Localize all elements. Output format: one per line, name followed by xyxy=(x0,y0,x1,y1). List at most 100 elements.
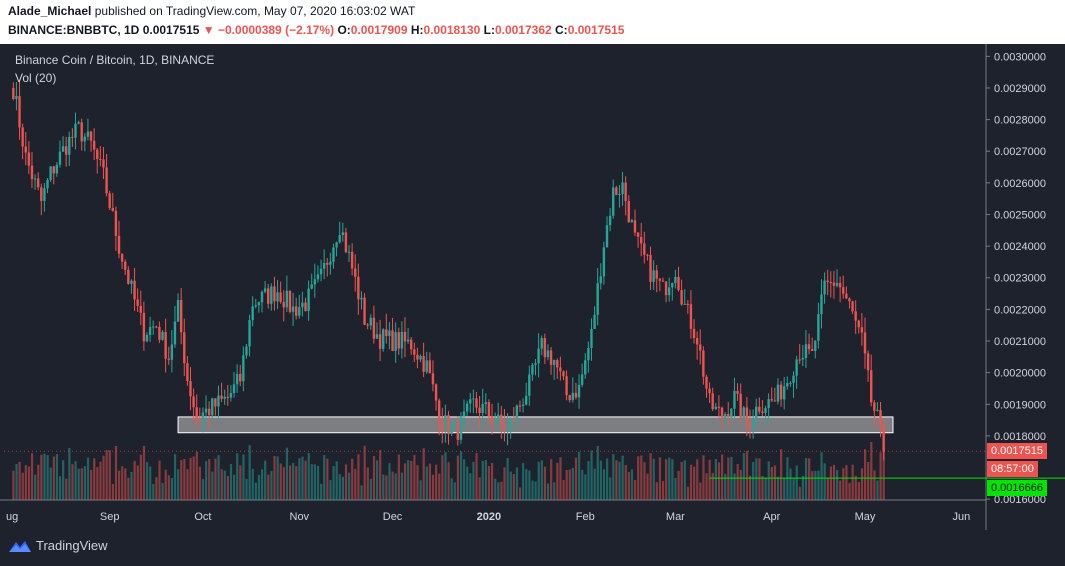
volume-bar xyxy=(618,461,621,500)
symbol-label: BINANCE:BNBBTC, 1D xyxy=(8,23,140,37)
candle-body xyxy=(612,187,615,216)
volume-bar xyxy=(646,473,649,500)
candle-body xyxy=(814,340,817,351)
volume-bar xyxy=(540,460,543,500)
volume-bar xyxy=(410,460,413,500)
volume-bar xyxy=(145,462,149,500)
volume-bar xyxy=(606,458,609,500)
volume-bar xyxy=(860,468,864,500)
candle-body xyxy=(192,396,195,408)
candle-body xyxy=(58,151,62,165)
candle-body xyxy=(860,327,864,333)
volume-bar xyxy=(854,475,857,500)
volume-bar xyxy=(192,456,195,500)
candle-body xyxy=(201,412,205,419)
candle-body xyxy=(211,398,214,416)
volume-bar xyxy=(609,477,612,500)
candle-body xyxy=(832,282,836,286)
candle-body xyxy=(111,208,114,211)
candle-body xyxy=(170,344,174,360)
volume-bar xyxy=(515,467,519,500)
candle-body xyxy=(307,288,310,312)
candle-body xyxy=(764,408,767,413)
volume-bar xyxy=(686,486,690,500)
volume-bar xyxy=(804,458,808,500)
volume-bar xyxy=(161,482,164,500)
candle-body xyxy=(329,261,332,265)
volume-bar xyxy=(83,466,87,500)
candle-body xyxy=(633,220,637,233)
volume-bar xyxy=(506,458,509,500)
candle-body xyxy=(851,301,854,312)
candle-body xyxy=(727,414,730,418)
candle-body xyxy=(179,299,183,333)
candle-body xyxy=(571,392,575,401)
tradingview-brand[interactable]: TradingView xyxy=(8,538,108,553)
volume-bar xyxy=(118,470,121,500)
candle-body xyxy=(428,360,432,374)
candle-body xyxy=(313,279,317,285)
volume-bar xyxy=(136,465,139,500)
candle-body xyxy=(344,232,348,253)
candle-body xyxy=(584,360,587,375)
volume-bar xyxy=(509,471,512,500)
close-label: C: xyxy=(555,23,568,37)
volume-bar xyxy=(58,476,62,500)
volume-bar xyxy=(167,475,170,500)
volume-bar xyxy=(304,460,307,500)
volume-bar xyxy=(484,460,487,500)
y-tick-label: 0.0019000 xyxy=(994,399,1046,411)
candle-body xyxy=(770,399,773,401)
candle-body xyxy=(515,405,519,421)
candle-body xyxy=(248,320,251,347)
candle-body xyxy=(108,193,111,209)
volume-bar xyxy=(338,474,341,500)
volume-bar xyxy=(708,459,711,500)
volume-bar xyxy=(550,459,553,500)
volume-bar xyxy=(665,459,668,500)
volume-bar xyxy=(326,458,329,500)
volume-bar xyxy=(422,448,425,500)
volume-bar xyxy=(845,465,848,500)
chart-legend-title: Binance Coin / Bitcoin, 1D, BINANCE xyxy=(15,53,215,67)
candle-body xyxy=(43,188,46,201)
volume-bar xyxy=(478,477,481,500)
candle-body xyxy=(416,354,419,360)
high-label: H: xyxy=(410,23,424,37)
candle-body xyxy=(294,306,298,316)
candle-body xyxy=(627,201,630,223)
volume-bar xyxy=(789,468,792,500)
y-tick-label: 0.0026000 xyxy=(994,178,1046,190)
candle-body xyxy=(615,187,618,195)
volume-bar xyxy=(680,462,683,500)
y-tick-label: 0.0016000 xyxy=(994,494,1046,506)
volume-bar xyxy=(372,456,376,500)
candle-body xyxy=(618,193,621,195)
candle-body xyxy=(198,418,202,420)
candle-body xyxy=(720,407,724,420)
volume-bar xyxy=(776,476,780,500)
candle-body xyxy=(758,406,761,412)
candle-body xyxy=(276,292,279,302)
volume-bar xyxy=(842,468,845,500)
x-tick-label: Feb xyxy=(576,511,595,523)
candle-body xyxy=(801,357,805,360)
author-name[interactable]: Alade_Michael xyxy=(8,4,92,18)
volume-bar xyxy=(783,478,786,500)
volume-bar xyxy=(74,461,77,500)
volume-bar xyxy=(668,457,671,500)
volume-bar xyxy=(714,458,717,500)
chart-pane[interactable]: 0.0030000 0.0029000 0.0028000 0.0027000 0.00… xyxy=(0,44,1065,530)
volume-bar xyxy=(745,450,749,500)
price-chart[interactable]: 0.0030000 0.0029000 0.0028000 0.0027000 0.00… xyxy=(0,44,1065,530)
volume-bar xyxy=(727,457,730,500)
volume-bar xyxy=(211,471,214,500)
candle-body xyxy=(96,149,99,159)
candle-body xyxy=(817,314,820,341)
candle-body xyxy=(699,344,702,351)
candle-body xyxy=(298,307,301,316)
candle-body xyxy=(68,136,71,155)
volume-bar xyxy=(624,465,627,500)
volume-bar xyxy=(553,482,556,500)
volume-bar xyxy=(142,445,146,500)
